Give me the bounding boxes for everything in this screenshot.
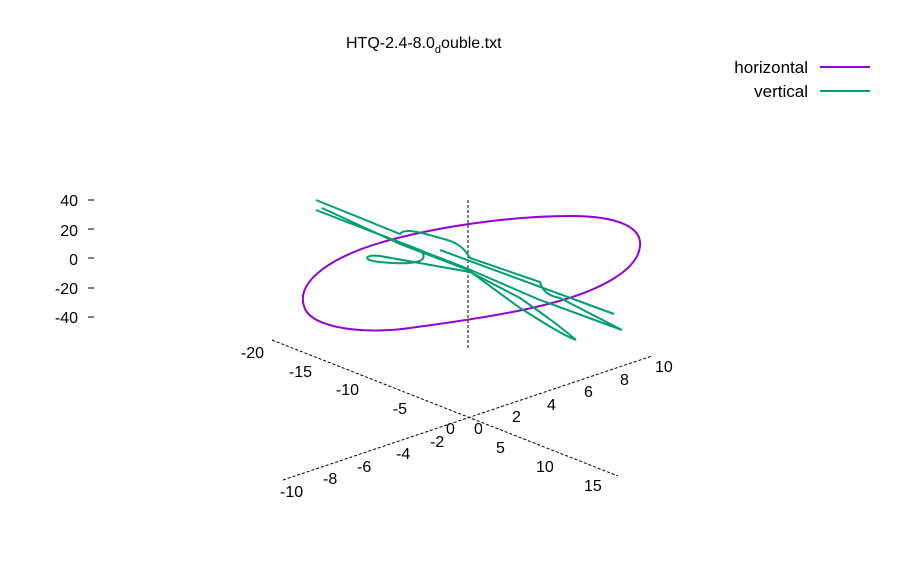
x-tick-label: 5 [496, 440, 505, 457]
y-axis-line [282, 355, 653, 481]
x-tick-label: -5 [393, 401, 407, 418]
y-axis: -10 -8 -6 -4 -2 0 2 4 6 8 10 [280, 359, 673, 501]
z-axis: 40 20 0 -20 -40 [55, 193, 94, 327]
y-tick-label: 4 [547, 397, 556, 414]
z-tick-label: -40 [55, 310, 78, 327]
z-tick-label: 20 [60, 223, 78, 240]
x-axis-line [271, 339, 619, 477]
z-tick-label: -20 [55, 281, 78, 298]
chart-title: HTQ-2.4-8.0double.txt [346, 35, 502, 56]
legend-label-vertical: vertical [754, 82, 808, 101]
series-vertical-line [315, 199, 623, 341]
y-tick-label: -10 [280, 484, 303, 501]
legend-label-horizontal: horizontal [734, 58, 808, 77]
y-tick-label: -2 [430, 434, 444, 451]
x-tick-label: -10 [336, 382, 359, 399]
x-tick-label: 0 [474, 421, 483, 438]
x-tick-label: -15 [289, 364, 312, 381]
y-tick-label: 10 [655, 359, 673, 376]
x-tick-label: 10 [536, 459, 554, 476]
z-tick-label: 40 [60, 193, 78, 210]
y-tick-label: 8 [620, 372, 629, 389]
x-axis: -20 -15 -10 -5 0 5 10 15 [241, 345, 602, 495]
y-tick-label: -8 [323, 471, 337, 488]
y-tick-label: 2 [512, 409, 521, 426]
y-tick-label: -6 [357, 459, 371, 476]
y-tick-label: 0 [446, 421, 455, 438]
y-tick-label: -4 [396, 446, 410, 463]
y-tick-label: 6 [584, 384, 593, 401]
x-tick-label: -20 [241, 345, 264, 362]
z-tick-label: 0 [69, 252, 78, 269]
x-tick-label: 15 [584, 478, 602, 495]
legend: horizontal vertical [734, 58, 870, 101]
